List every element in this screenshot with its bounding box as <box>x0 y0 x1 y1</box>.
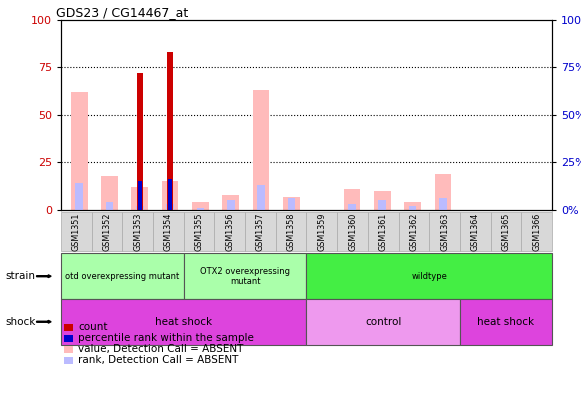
Bar <box>404 202 421 210</box>
Bar <box>374 191 390 210</box>
Text: otd overexpressing mutant: otd overexpressing mutant <box>65 272 180 281</box>
Text: wildtype: wildtype <box>411 272 447 281</box>
Bar <box>138 181 142 210</box>
Bar <box>137 73 142 210</box>
Bar <box>227 200 235 210</box>
Bar <box>343 189 360 210</box>
Text: strain: strain <box>6 271 36 281</box>
Bar <box>166 204 174 210</box>
Bar <box>253 90 270 210</box>
Text: GSM1352: GSM1352 <box>102 212 112 251</box>
Text: count: count <box>78 322 108 332</box>
Bar <box>76 183 83 210</box>
Bar <box>162 181 178 210</box>
Text: OTX2 overexpressing
mutant: OTX2 overexpressing mutant <box>200 267 290 286</box>
Bar <box>168 179 172 210</box>
Text: GSM1362: GSM1362 <box>410 213 418 251</box>
Bar <box>167 52 173 210</box>
Text: heat shock: heat shock <box>478 317 535 327</box>
Text: GSM1356: GSM1356 <box>225 213 234 251</box>
Text: GSM1364: GSM1364 <box>471 213 480 251</box>
Text: GSM1360: GSM1360 <box>348 213 357 251</box>
Bar <box>131 187 148 210</box>
Bar <box>348 204 356 210</box>
Text: percentile rank within the sample: percentile rank within the sample <box>78 333 254 343</box>
Text: GSM1366: GSM1366 <box>532 213 541 251</box>
Text: GSM1363: GSM1363 <box>440 213 449 251</box>
Text: GSM1353: GSM1353 <box>133 213 142 251</box>
Text: rank, Detection Call = ABSENT: rank, Detection Call = ABSENT <box>78 355 239 366</box>
Text: GSM1359: GSM1359 <box>317 212 327 251</box>
Bar <box>136 206 144 210</box>
Text: GSM1358: GSM1358 <box>286 213 296 251</box>
Text: control: control <box>365 317 401 327</box>
Bar <box>257 185 265 210</box>
Bar <box>223 195 239 210</box>
Bar <box>283 196 300 210</box>
Text: GDS23 / CG14467_at: GDS23 / CG14467_at <box>56 6 188 19</box>
Bar <box>71 92 88 210</box>
Bar <box>288 198 295 210</box>
Text: heat shock: heat shock <box>155 317 212 327</box>
Bar <box>378 200 386 210</box>
Bar <box>196 208 204 210</box>
Text: GSM1361: GSM1361 <box>379 213 388 251</box>
Bar <box>409 206 417 210</box>
Text: GSM1354: GSM1354 <box>164 213 173 251</box>
Text: GSM1365: GSM1365 <box>501 213 511 251</box>
Bar <box>106 202 113 210</box>
Text: value, Detection Call = ABSENT: value, Detection Call = ABSENT <box>78 344 244 354</box>
Bar <box>192 202 209 210</box>
Text: GSM1351: GSM1351 <box>72 213 81 251</box>
Text: GSM1357: GSM1357 <box>256 212 265 251</box>
Bar <box>435 174 451 210</box>
Bar <box>101 176 118 210</box>
Text: GSM1355: GSM1355 <box>195 212 203 251</box>
Bar <box>439 198 447 210</box>
Text: shock: shock <box>6 317 36 327</box>
